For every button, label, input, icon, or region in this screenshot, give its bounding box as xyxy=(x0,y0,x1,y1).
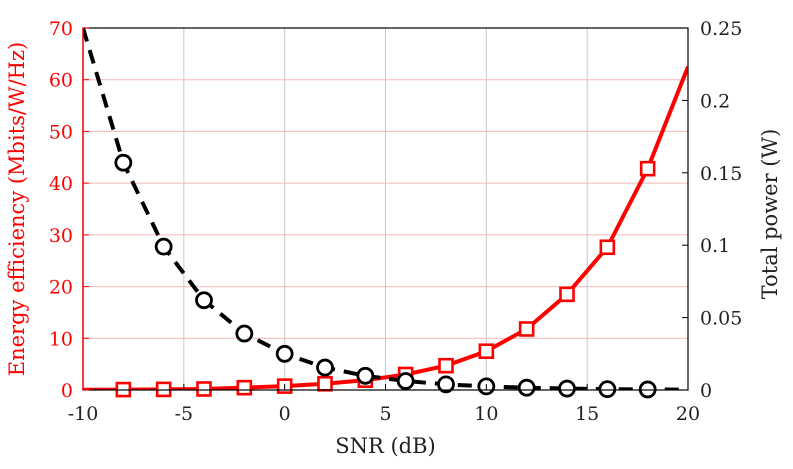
left-y-tick-label: 0 xyxy=(61,380,73,402)
total-power-point xyxy=(114,153,133,172)
x-axis-label: SNR (dB) xyxy=(335,434,436,458)
left-y-axis-label: Energy efficiency (Mbits/W/Hz) xyxy=(5,42,29,376)
right-y-tick-label: 0 xyxy=(700,380,712,402)
energy-efficiency-point xyxy=(317,375,333,392)
x-tick-label: 10 xyxy=(474,403,498,425)
right-y-tick-label: 0.1 xyxy=(700,235,730,257)
left-y-tick-label: 20 xyxy=(49,277,73,299)
energy-efficiency-point xyxy=(559,286,575,303)
left-y-tick-label: 70 xyxy=(49,18,73,40)
x-tick-label: 0 xyxy=(279,403,291,425)
ticks: -10 -5 0 5 10 15 2001020304050607000.050.10.15… xyxy=(49,18,743,425)
left-y-tick-label: 10 xyxy=(49,328,73,350)
energy-efficiency-point xyxy=(438,357,454,374)
left-y-tick-label: 30 xyxy=(49,225,73,247)
energy-efficiency-point xyxy=(155,381,172,398)
x-tick-label: 20 xyxy=(676,403,700,425)
total-power-point xyxy=(316,358,334,377)
total-power-point xyxy=(437,375,455,394)
total-power-point xyxy=(396,372,415,390)
total-power-point xyxy=(558,379,576,398)
x-tick-label: -10 xyxy=(68,403,99,425)
right-y-tick-label: 0.2 xyxy=(700,90,730,112)
total-power-point xyxy=(235,324,254,343)
x-tick-label: 15 xyxy=(575,403,599,425)
right-y-tick-label: 0.25 xyxy=(700,18,742,40)
energy-efficiency-point xyxy=(599,239,616,256)
grid xyxy=(83,28,688,390)
energy-efficiency-point xyxy=(518,321,535,337)
energy-efficiency-point xyxy=(236,379,253,396)
energy-efficiency-point xyxy=(639,160,656,177)
total-power-point xyxy=(517,378,536,397)
energy-efficiency-point xyxy=(196,381,212,397)
right-y-tick-label: 0.05 xyxy=(700,308,742,330)
x-tick-label: 5 xyxy=(379,403,391,425)
total-power-point xyxy=(356,366,375,385)
total-power-point xyxy=(195,291,213,310)
left-y-tick-label: 40 xyxy=(49,173,73,195)
energy-efficiency-point xyxy=(478,343,495,360)
total-power-point xyxy=(598,380,617,399)
x-tick-label: -5 xyxy=(175,403,194,425)
right-y-tick-label: 0.15 xyxy=(700,163,742,185)
left-y-tick-label: 60 xyxy=(49,70,73,92)
total-power-point xyxy=(275,344,294,363)
left-y-tick-label: 50 xyxy=(49,121,73,143)
right-y-axis-label: Total power (W) xyxy=(758,129,782,300)
total-power-point xyxy=(154,237,173,256)
